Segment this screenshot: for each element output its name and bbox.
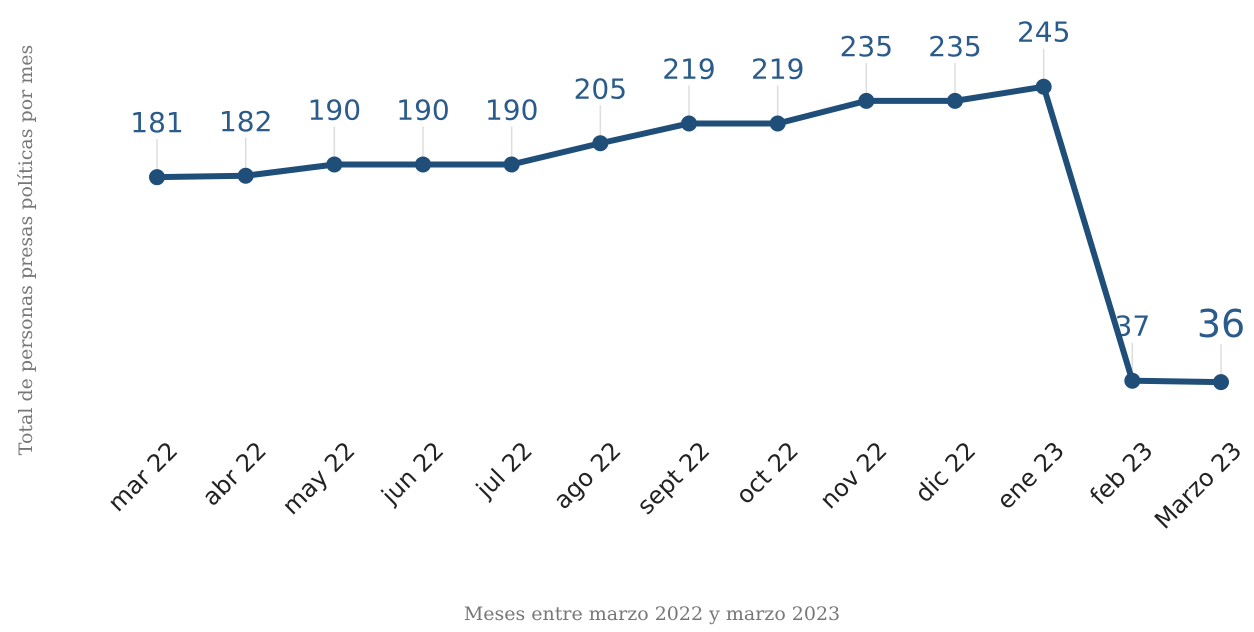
data-label: 181 xyxy=(130,106,183,139)
x-axis-title: Meses entre marzo 2022 y marzo 2023 xyxy=(464,603,840,625)
point xyxy=(415,156,431,173)
point xyxy=(681,115,697,132)
point xyxy=(858,92,875,109)
data-label: 235 xyxy=(928,30,981,63)
x-tick-label: may 22 xyxy=(277,436,361,520)
point xyxy=(237,167,254,184)
data-label: 36 xyxy=(1197,302,1245,346)
data-label: 182 xyxy=(219,105,272,138)
x-tick-label: oct 22 xyxy=(731,436,804,509)
point xyxy=(503,156,520,173)
point xyxy=(592,135,609,152)
point xyxy=(149,169,165,186)
data-label: 190 xyxy=(485,93,538,126)
x-tick-label: feb 23 xyxy=(1085,436,1159,510)
x-tick-label: ago 22 xyxy=(548,436,626,514)
x-tick-label: abr 22 xyxy=(197,436,272,511)
x-tick-label: Marzo 23 xyxy=(1149,436,1247,534)
y-axis-title: Total de personas presas políticas por m… xyxy=(15,45,37,456)
point xyxy=(1124,372,1141,389)
data-label: 190 xyxy=(396,93,449,126)
x-tick-label: jul 22 xyxy=(470,436,538,504)
point xyxy=(947,92,963,109)
data-label: 219 xyxy=(662,52,715,85)
data-label: 245 xyxy=(1017,16,1070,49)
x-tick-label: jun 22 xyxy=(376,436,450,510)
data-label: 219 xyxy=(751,52,804,85)
x-tick-label: sept 22 xyxy=(632,436,716,520)
x-tick-label: nov 22 xyxy=(815,436,893,514)
x-tick-label: dic 22 xyxy=(910,436,982,508)
data-label: 235 xyxy=(840,30,893,63)
x-tick-label: mar 22 xyxy=(103,436,184,517)
point xyxy=(1035,78,1052,95)
point xyxy=(326,156,343,173)
point xyxy=(769,115,786,132)
point xyxy=(1213,374,1229,391)
data-label: 190 xyxy=(308,93,361,126)
x-tick-label: ene 23 xyxy=(991,436,1069,514)
data-label: 205 xyxy=(574,72,627,105)
